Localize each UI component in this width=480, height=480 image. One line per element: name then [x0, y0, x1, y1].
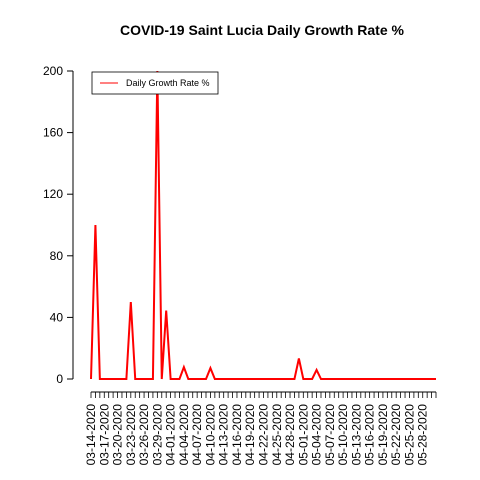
y-tick-label: 0: [56, 372, 63, 386]
x-tick-label: 03-26-2020: [137, 404, 151, 466]
x-tick-label: 03-14-2020: [84, 404, 98, 466]
x-tick-label: 05-22-2020: [389, 404, 403, 466]
series-line: [90, 70, 436, 380]
y-tick-label: 120: [43, 187, 63, 201]
x-tick-label: 04-19-2020: [243, 404, 257, 466]
x-tick-label: 03-17-2020: [97, 404, 111, 466]
x-tick-label: 04-04-2020: [177, 404, 191, 466]
y-tick-label: 80: [50, 249, 64, 263]
x-tick-label: 03-23-2020: [124, 404, 138, 466]
plot-area: [90, 70, 436, 380]
y-tick-label: 40: [50, 310, 64, 324]
x-tick-label: 03-20-2020: [111, 404, 125, 466]
legend-box: [91, 71, 219, 95]
x-tick-label: 05-16-2020: [363, 404, 377, 466]
x-tick-label: 04-25-2020: [270, 404, 284, 466]
legend: Daily Growth Rate %: [91, 71, 219, 95]
x-tick-label: 03-29-2020: [150, 404, 164, 466]
x-tick-label: 04-13-2020: [217, 404, 231, 466]
x-tick-label: 04-28-2020: [283, 404, 297, 466]
x-tick-label: 05-19-2020: [376, 404, 390, 466]
x-tick-label: 04-07-2020: [190, 404, 204, 466]
y-tick-label: 160: [43, 126, 63, 140]
y-axis: 0 40 80 120 160 200: [43, 64, 74, 386]
x-tick-label: 04-10-2020: [203, 404, 217, 466]
x-tick-label: 04-01-2020: [164, 404, 178, 466]
x-tick-label: 05-13-2020: [349, 404, 363, 466]
legend-label: Daily Growth Rate %: [126, 78, 210, 88]
x-tick-label: 05-25-2020: [402, 404, 416, 466]
x-tick-label: 05-07-2020: [323, 404, 337, 466]
x-tick-label: 04-22-2020: [257, 404, 271, 466]
y-tick-label: 200: [43, 64, 63, 78]
x-tick-label: 05-28-2020: [416, 404, 430, 466]
x-axis: 03-14-2020 03-17-2020 03-20-2020 03-23-2020…: [84, 391, 437, 466]
chart-title: COVID-19 Saint Lucia Daily Growth Rate %: [120, 22, 405, 38]
x-tick-label: 05-01-2020: [296, 404, 310, 466]
x-tick-label: 05-04-2020: [310, 404, 324, 466]
x-tick-label: 05-10-2020: [336, 404, 350, 466]
x-tick-label: 04-16-2020: [230, 404, 244, 466]
